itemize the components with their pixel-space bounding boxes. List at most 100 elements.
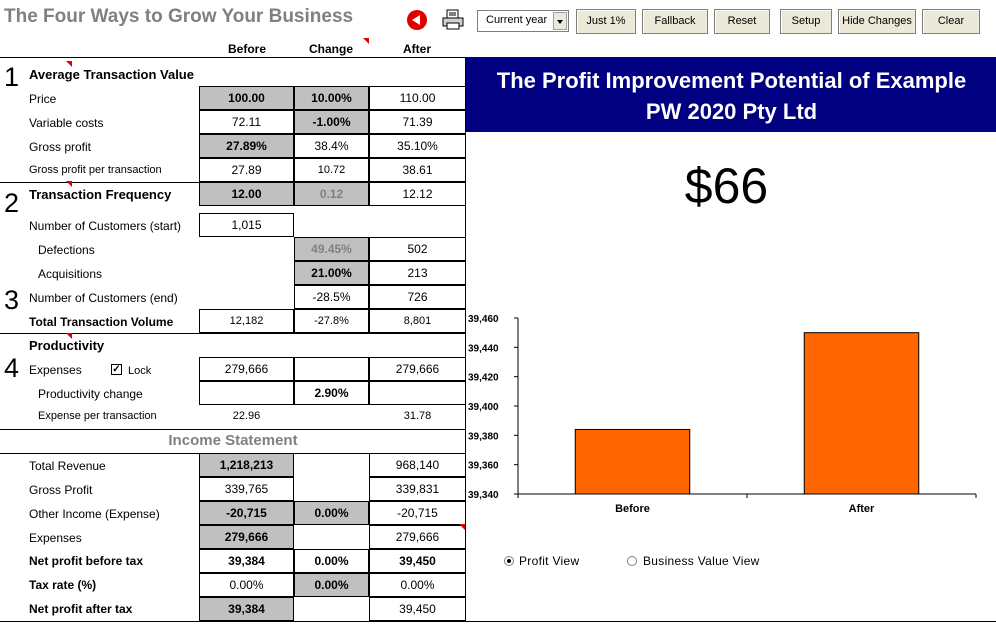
npat-before: 39,384	[199, 597, 294, 621]
divider	[0, 621, 466, 622]
profit-view-radio[interactable]	[504, 556, 514, 566]
expense-per-txn-before: 22.96	[232, 410, 261, 422]
txn-frequency-after: 12.12	[369, 182, 466, 206]
income-statement-title: Income Statement	[168, 432, 298, 449]
printer-icon[interactable]	[441, 9, 465, 31]
column-change: Change	[308, 42, 353, 56]
profit-improvement-value: $66	[684, 158, 769, 214]
section-number-4: 4	[4, 353, 20, 383]
summary-panel: The Profit Improvement Potential of Exam…	[465, 57, 996, 622]
txn-frequency-before[interactable]: 12.00	[199, 182, 294, 206]
other-income-after: -20,715	[369, 501, 466, 525]
column-before: Before	[227, 42, 266, 56]
comment-marker	[66, 61, 72, 67]
comment-marker	[66, 181, 72, 187]
y-tick-label: 39,440	[468, 343, 499, 354]
section-number-1: 1	[4, 62, 20, 92]
productivity-title: Productivity	[29, 338, 105, 353]
gp-per-txn-label: Gross profit per transaction	[29, 164, 162, 176]
productivity-change-after	[369, 381, 466, 405]
lock-label: Lock	[128, 365, 152, 377]
back-arrow-icon[interactable]	[407, 10, 427, 30]
acquisitions-after: 213	[369, 261, 466, 285]
tax-rate-after: 0.00%	[369, 573, 466, 597]
npbt-label: Net profit before tax	[29, 554, 144, 568]
is-expenses-label: Expenses	[29, 531, 82, 545]
variable-costs-label: Variable costs	[29, 116, 104, 130]
hide-changes-button[interactable]: Hide Changes	[838, 9, 916, 34]
acquisitions-change[interactable]: 21.00%	[294, 261, 369, 285]
gp-per-txn-after: 38.61	[369, 158, 466, 182]
period-select-value: Current year	[486, 14, 548, 26]
expenses-after: 279,666	[369, 357, 466, 381]
just-1-percent-button[interactable]: Just 1%	[576, 9, 636, 34]
tax-rate-change[interactable]: 0.00%	[294, 573, 369, 597]
business-value-view-label: Business Value View	[643, 554, 760, 568]
setup-button[interactable]: Setup	[780, 9, 832, 34]
gross-profit-label: Gross profit	[29, 140, 92, 154]
price-label: Price	[29, 92, 57, 106]
expenses-change	[294, 357, 369, 381]
business-value-view-radio[interactable]	[627, 556, 637, 566]
total-revenue-label: Total Revenue	[29, 459, 106, 473]
banner-line-1: The Profit Improvement Potential of Exam…	[496, 68, 967, 93]
other-income-before[interactable]: -20,715	[199, 501, 294, 525]
expenses-label: Expenses	[29, 363, 82, 377]
total-volume-after: 8,801	[369, 309, 466, 333]
app-title: The Four Ways to Grow Your Business	[4, 6, 354, 27]
npat-after: 39,450	[369, 597, 466, 621]
comment-marker	[66, 333, 72, 339]
y-tick-label: 39,460	[468, 314, 499, 325]
is-expenses-before[interactable]: 279,666	[199, 525, 294, 549]
is-expenses-after: 279,666	[369, 525, 466, 549]
variable-costs-change[interactable]: -1.00%	[294, 110, 369, 134]
avg-transaction-title: Average Transaction Value	[29, 67, 194, 82]
expense-per-txn-label: Expense per transaction	[38, 410, 157, 422]
total-revenue-before[interactable]: 1,218,213	[199, 453, 294, 477]
profit-view-label: Profit View	[519, 554, 580, 568]
productivity-change-value[interactable]: 2.90%	[294, 381, 369, 405]
customers-end-label: Number of Customers (end)	[29, 291, 178, 305]
defections-change[interactable]: 49.45%	[294, 237, 369, 261]
customers-start-label: Number of Customers (start)	[29, 219, 182, 233]
price-after: 110.00	[369, 86, 466, 110]
fallback-button[interactable]: Fallback	[642, 9, 708, 34]
lock-checkbox[interactable]: ✓	[111, 364, 122, 375]
expenses-before[interactable]: 279,666	[199, 357, 294, 381]
chevron-down-icon[interactable]	[553, 12, 567, 30]
variable-costs-after: 71.39	[369, 110, 466, 134]
npbt-after: 39,450	[369, 549, 466, 573]
price-change[interactable]: 10.00%	[294, 86, 369, 110]
comment-marker	[363, 38, 369, 44]
acquisitions-label: Acquisitions	[38, 267, 103, 281]
is-gross-profit-before: 339,765	[199, 477, 294, 501]
bar-before	[574, 428, 691, 495]
gross-profit-change: 38.4%	[294, 134, 369, 158]
price-before[interactable]: 100.00	[199, 86, 294, 110]
comment-marker	[459, 524, 465, 530]
customers-start-before[interactable]: 1,015	[199, 213, 294, 237]
clear-button[interactable]: Clear	[922, 9, 980, 34]
section-number-2: 2	[4, 188, 20, 218]
productivity-change-before	[199, 381, 294, 405]
customers-end-change: -28.5%	[294, 285, 369, 309]
gross-profit-before[interactable]: 27.89%	[199, 134, 294, 158]
tax-rate-label: Tax rate (%)	[29, 578, 97, 592]
reset-button[interactable]: Reset	[714, 9, 770, 34]
txn-frequency-change[interactable]: 0.12	[294, 182, 369, 206]
column-after: After	[402, 42, 431, 56]
defections-after: 502	[369, 237, 466, 261]
period-select[interactable]: Current year	[477, 10, 569, 32]
total-revenue-after: 968,140	[369, 453, 466, 477]
y-tick-label: 39,340	[468, 490, 499, 501]
customers-end-after: 726	[369, 285, 466, 309]
gp-per-txn-change: 10.72	[294, 158, 369, 182]
total-volume-before: 12,182	[199, 309, 294, 333]
y-tick-label: 39,360	[468, 461, 499, 472]
y-tick-label: 39,380	[468, 431, 499, 442]
gp-per-txn-before: 27.89	[199, 158, 294, 182]
y-tick-label: 39,420	[468, 373, 499, 384]
is-gross-profit-label: Gross Profit	[29, 483, 93, 497]
other-income-change[interactable]: 0.00%	[294, 501, 369, 525]
is-gross-profit-after: 339,831	[369, 477, 466, 501]
